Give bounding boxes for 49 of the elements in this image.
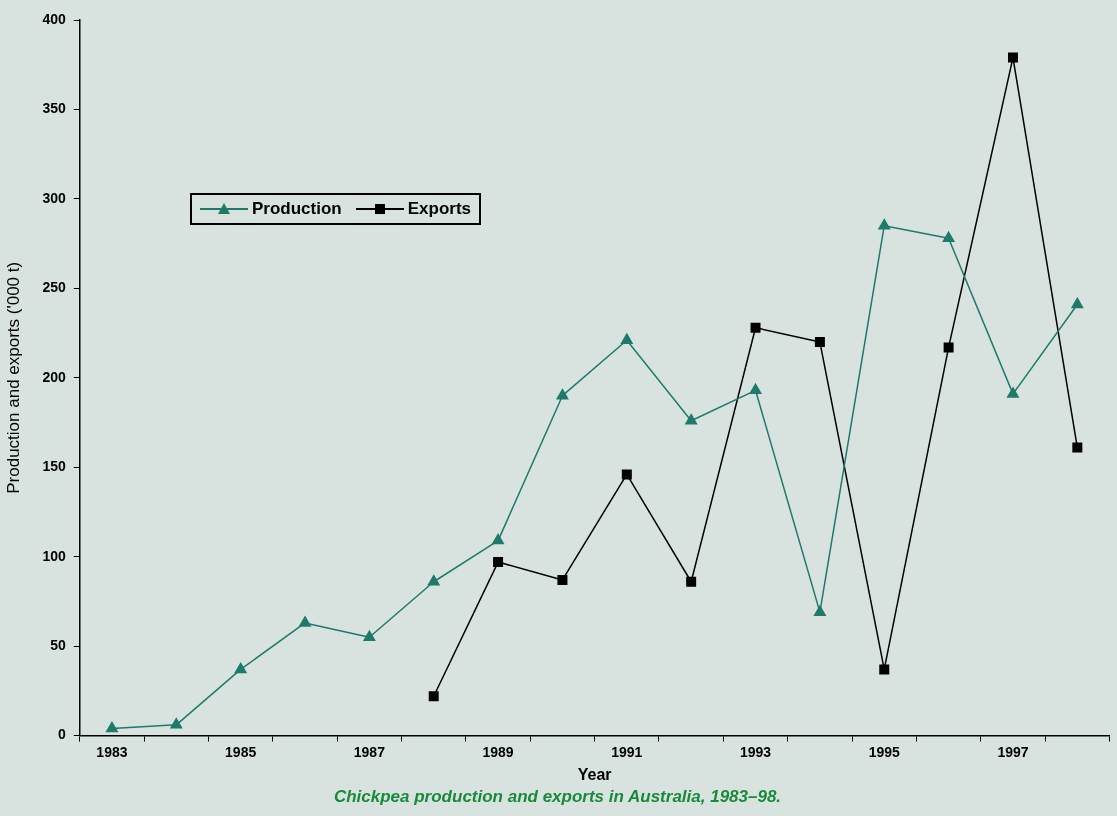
x-tick-label: 1987 (353, 743, 386, 760)
point (750, 322, 761, 333)
point (878, 218, 891, 230)
x-tick-label: 1985 (225, 743, 257, 760)
x-axis-title: Year (577, 766, 612, 784)
x-tick-label: 1989 (482, 743, 514, 760)
legend-label: Production (252, 199, 342, 219)
point (621, 469, 632, 480)
legend-label: Exports (407, 199, 472, 219)
y-tick-label: 0 (57, 726, 66, 743)
point (170, 718, 183, 729)
point (234, 662, 247, 674)
y-tick-label: 400 (42, 10, 66, 27)
point (428, 691, 439, 702)
point (1071, 297, 1084, 309)
y-tick-label: 250 (42, 279, 66, 296)
y-tick-label: 300 (42, 189, 66, 206)
y-tick-label: 350 (42, 100, 66, 117)
point (493, 557, 504, 568)
y-tick-label: 200 (42, 368, 66, 385)
point (620, 333, 633, 344)
point (105, 721, 118, 733)
point (1007, 52, 1018, 63)
point (814, 337, 825, 348)
y-tick-label: 100 (42, 547, 66, 564)
x-tick-label: 1993 (739, 743, 772, 760)
y-axis-title: Production and exports ('000 t) (3, 261, 23, 494)
point (685, 413, 698, 425)
point (299, 616, 311, 627)
x-tick-label: 1995 (868, 743, 901, 760)
x-tick-label: 1983 (96, 743, 128, 760)
y-tick-label: 150 (42, 458, 66, 475)
point (363, 630, 376, 641)
point (749, 383, 762, 395)
text: Chickpea production and exports in Australia, 1983–98. (333, 787, 782, 807)
point (813, 605, 826, 616)
point (427, 575, 440, 586)
point (557, 574, 568, 585)
point (492, 533, 505, 545)
point (942, 231, 955, 243)
x-tick-label: 1997 (997, 743, 1029, 760)
point (1007, 387, 1019, 398)
point (943, 342, 954, 353)
point (879, 664, 890, 675)
point (1072, 442, 1083, 453)
point (556, 388, 569, 400)
point (686, 576, 697, 587)
x-tick-label: 1991 (611, 743, 643, 760)
y-tick-label: 50 (50, 637, 66, 654)
